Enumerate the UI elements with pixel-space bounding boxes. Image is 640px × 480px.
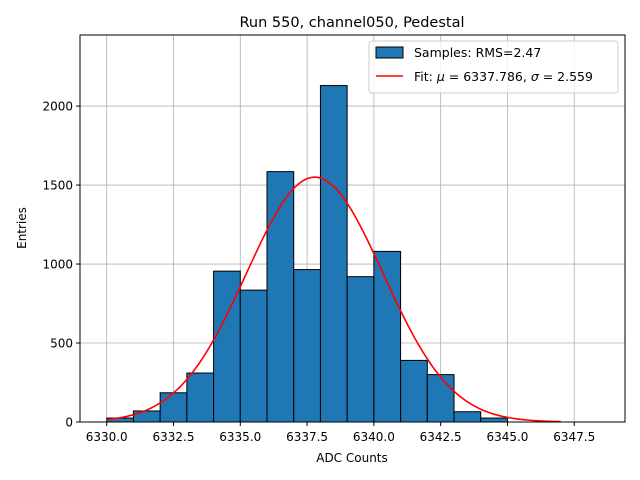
x-tick-label: 6337.5 xyxy=(286,430,328,444)
x-tick-label: 6342.5 xyxy=(420,430,462,444)
x-axis-ticks: 6330.0 6332.5 6335.0 6337.5 6340.0 6342.5 6345… xyxy=(86,422,595,444)
chart-title: Run 550, channel050, Pedestal xyxy=(239,15,464,31)
histogram-bar xyxy=(400,359,428,423)
histogram-bar xyxy=(319,85,348,423)
y-axis-label: Entries xyxy=(15,207,29,249)
histogram-bar xyxy=(373,250,402,423)
y-tick-label: 1000 xyxy=(42,258,73,272)
legend: Samples: RMS=2.47 Fit: μ = 6337.786, σ =… xyxy=(368,40,619,94)
x-tick-label: 6340.0 xyxy=(353,430,395,444)
legend-histogram-label: Samples: RMS=2.47 xyxy=(414,45,541,60)
x-tick-label: 6345.0 xyxy=(486,430,528,444)
x-tick-label: 6347.5 xyxy=(553,430,595,444)
histogram-bar xyxy=(480,417,508,423)
legend-histogram-swatch xyxy=(375,46,404,59)
x-axis-label: ADC Counts xyxy=(316,451,388,465)
histogram-bars xyxy=(106,85,508,423)
histogram-bar xyxy=(239,289,268,423)
legend-fit-label: Fit: μ = 6337.786, σ = 2.559 xyxy=(414,69,593,84)
legend-box xyxy=(368,40,619,94)
y-axis-ticks: 0 500 1000 1500 2000 xyxy=(42,100,80,430)
histogram-bar xyxy=(266,171,295,423)
histogram-bar xyxy=(453,411,482,423)
x-tick-label: 6332.5 xyxy=(153,430,195,444)
y-tick-label: 500 xyxy=(50,337,73,351)
histogram-bar xyxy=(159,392,188,423)
plot-frame xyxy=(79,34,626,423)
histogram-bar xyxy=(426,374,455,423)
histogram-bar xyxy=(132,410,161,423)
histogram-bar xyxy=(186,372,215,423)
histogram-bar xyxy=(293,269,321,423)
y-tick-label: 0 xyxy=(65,416,73,430)
y-tick-label: 1500 xyxy=(42,179,73,193)
fit-curve xyxy=(106,176,561,423)
y-tick-label: 2000 xyxy=(42,100,73,114)
x-tick-label: 6330.0 xyxy=(86,430,128,444)
histogram-bar xyxy=(346,276,375,423)
fit-line xyxy=(106,176,561,423)
x-tick-label: 6335.0 xyxy=(219,430,261,444)
